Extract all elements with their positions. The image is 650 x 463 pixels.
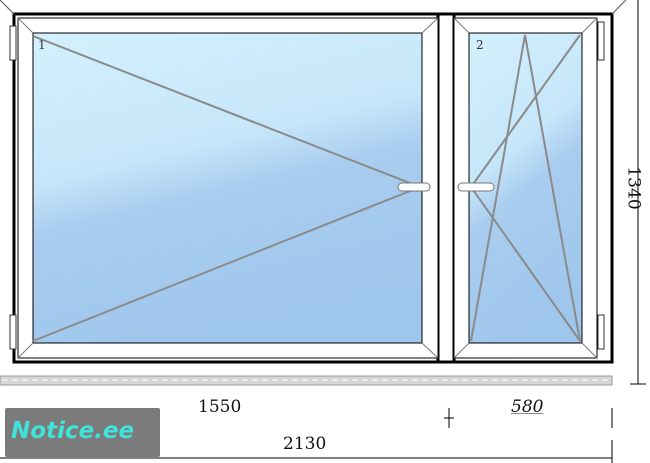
tilt-lines-sash-2 <box>470 34 581 342</box>
hinge-icon <box>597 21 605 61</box>
window-sill <box>0 375 613 386</box>
handle-sash-1 <box>397 182 431 192</box>
dimension-right-width: 580 <box>511 397 544 417</box>
watermark-logo: Notice.ee <box>5 408 160 457</box>
dimension-height: 1340 <box>623 166 644 210</box>
sash-1 <box>9 17 439 359</box>
sash-2 <box>453 17 605 359</box>
sash-2-number: 2 <box>476 38 484 52</box>
handle-sash-2 <box>457 182 495 192</box>
sash-1-number: 1 <box>38 38 46 52</box>
hinge-icon <box>597 314 605 350</box>
dimension-left-width: 1550 <box>198 397 242 417</box>
watermark-text: Notice.ee <box>11 418 135 444</box>
hinge-icon <box>9 25 17 61</box>
hinge-icon <box>9 314 17 350</box>
dimension-total-width: 2130 <box>283 434 327 454</box>
